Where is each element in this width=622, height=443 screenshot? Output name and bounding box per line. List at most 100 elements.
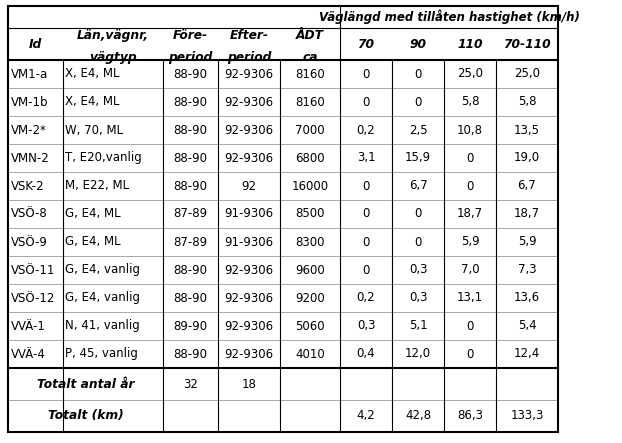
Text: 5,8: 5,8 — [518, 96, 536, 109]
Text: 92-9306: 92-9306 — [225, 124, 274, 136]
Text: VSÖ-11: VSÖ-11 — [11, 264, 55, 276]
Text: 92-9306: 92-9306 — [225, 291, 274, 304]
Text: ca: ca — [302, 51, 318, 64]
Text: Län,vägnr,: Län,vägnr, — [77, 29, 149, 42]
Text: 92-9306: 92-9306 — [225, 67, 274, 81]
Text: VMN-2: VMN-2 — [11, 152, 49, 164]
Text: Efter-: Efter- — [230, 29, 269, 42]
Text: 0,4: 0,4 — [356, 347, 375, 361]
Text: 2,5: 2,5 — [409, 124, 427, 136]
Text: VSÖ-12: VSÖ-12 — [11, 291, 55, 304]
Text: 0: 0 — [362, 179, 369, 193]
Text: 88-90: 88-90 — [174, 347, 208, 361]
Text: 8300: 8300 — [295, 236, 325, 249]
Text: 8160: 8160 — [295, 96, 325, 109]
Text: 5,9: 5,9 — [461, 236, 480, 249]
Text: 91-9306: 91-9306 — [225, 207, 274, 221]
Text: 88-90: 88-90 — [174, 291, 208, 304]
Text: period: period — [169, 51, 213, 64]
Text: ÅDT: ÅDT — [296, 29, 324, 42]
Text: 13,1: 13,1 — [457, 291, 483, 304]
Text: 6800: 6800 — [295, 152, 325, 164]
Text: 88-90: 88-90 — [174, 264, 208, 276]
Text: 86,3: 86,3 — [457, 409, 483, 423]
Text: 0: 0 — [414, 207, 422, 221]
Text: VSÖ-8: VSÖ-8 — [11, 207, 47, 221]
Text: 0: 0 — [362, 67, 369, 81]
Text: 13,6: 13,6 — [514, 291, 540, 304]
Text: 87-89: 87-89 — [174, 207, 208, 221]
Text: 0,2: 0,2 — [356, 124, 375, 136]
Text: period: period — [227, 51, 271, 64]
Text: 0,3: 0,3 — [409, 291, 427, 304]
Text: 89-90: 89-90 — [174, 319, 208, 333]
Text: G, E4, ML: G, E4, ML — [65, 236, 121, 249]
Text: 87-89: 87-89 — [174, 236, 208, 249]
Text: VM1-a: VM1-a — [11, 67, 48, 81]
Text: VM-1b: VM-1b — [11, 96, 48, 109]
Text: 0: 0 — [362, 236, 369, 249]
Text: 91-9306: 91-9306 — [225, 236, 274, 249]
Text: 0,3: 0,3 — [409, 264, 427, 276]
Text: 0,3: 0,3 — [357, 319, 375, 333]
Text: 15,9: 15,9 — [405, 152, 431, 164]
Text: 0: 0 — [362, 96, 369, 109]
Text: 12,0: 12,0 — [405, 347, 431, 361]
Text: 25,0: 25,0 — [457, 67, 483, 81]
Text: VSÖ-9: VSÖ-9 — [11, 236, 47, 249]
Text: 6,7: 6,7 — [518, 179, 536, 193]
Text: 4,2: 4,2 — [356, 409, 375, 423]
Text: 0: 0 — [414, 67, 422, 81]
Text: 16000: 16000 — [292, 179, 328, 193]
Text: 88-90: 88-90 — [174, 67, 208, 81]
Text: 18,7: 18,7 — [457, 207, 483, 221]
Text: Totalt antal år: Totalt antal år — [37, 377, 134, 390]
Text: W, 70, ML: W, 70, ML — [65, 124, 123, 136]
Text: 0: 0 — [466, 347, 474, 361]
Text: 92-9306: 92-9306 — [225, 319, 274, 333]
Text: 133,3: 133,3 — [510, 409, 544, 423]
Text: 0: 0 — [414, 236, 422, 249]
Text: X, E4, ML: X, E4, ML — [65, 96, 119, 109]
Text: 4010: 4010 — [295, 347, 325, 361]
Text: 5,9: 5,9 — [518, 236, 536, 249]
Text: 12,4: 12,4 — [514, 347, 540, 361]
Text: VVÄ-1: VVÄ-1 — [11, 319, 45, 333]
Text: 5060: 5060 — [295, 319, 325, 333]
Text: T, E20,vanlig: T, E20,vanlig — [65, 152, 142, 164]
Text: 6,7: 6,7 — [409, 179, 427, 193]
Text: 7000: 7000 — [295, 124, 325, 136]
Text: 0: 0 — [466, 319, 474, 333]
Text: Id: Id — [29, 38, 42, 51]
Text: 110: 110 — [457, 38, 483, 51]
Text: 18,7: 18,7 — [514, 207, 540, 221]
Text: 10,8: 10,8 — [457, 124, 483, 136]
Text: 5,4: 5,4 — [518, 319, 536, 333]
Text: 5,8: 5,8 — [461, 96, 479, 109]
Text: 9200: 9200 — [295, 291, 325, 304]
Text: 70: 70 — [358, 38, 374, 51]
Text: 88-90: 88-90 — [174, 179, 208, 193]
Text: 9600: 9600 — [295, 264, 325, 276]
Text: 0: 0 — [414, 96, 422, 109]
Text: 8500: 8500 — [295, 207, 325, 221]
Text: 0,2: 0,2 — [356, 291, 375, 304]
Text: 90: 90 — [409, 38, 427, 51]
Text: 25,0: 25,0 — [514, 67, 540, 81]
Text: 92-9306: 92-9306 — [225, 152, 274, 164]
Text: N, 41, vanlig: N, 41, vanlig — [65, 319, 139, 333]
Text: 18: 18 — [241, 377, 256, 390]
Text: X, E4, ML: X, E4, ML — [65, 67, 119, 81]
Text: 0: 0 — [362, 207, 369, 221]
Text: VVÄ-4: VVÄ-4 — [11, 347, 45, 361]
Text: G, E4, vanlig: G, E4, vanlig — [65, 291, 140, 304]
Text: 92-9306: 92-9306 — [225, 347, 274, 361]
Text: vägtyp: vägtyp — [89, 51, 137, 64]
Text: P, 45, vanlig: P, 45, vanlig — [65, 347, 137, 361]
Text: 0: 0 — [466, 179, 474, 193]
Text: 7,3: 7,3 — [518, 264, 536, 276]
Text: Totalt (km): Totalt (km) — [48, 409, 123, 423]
Text: 88-90: 88-90 — [174, 124, 208, 136]
Text: 92-9306: 92-9306 — [225, 264, 274, 276]
Text: Väglängd med tillåten hastighet (km/h): Väglängd med tillåten hastighet (km/h) — [318, 10, 580, 24]
